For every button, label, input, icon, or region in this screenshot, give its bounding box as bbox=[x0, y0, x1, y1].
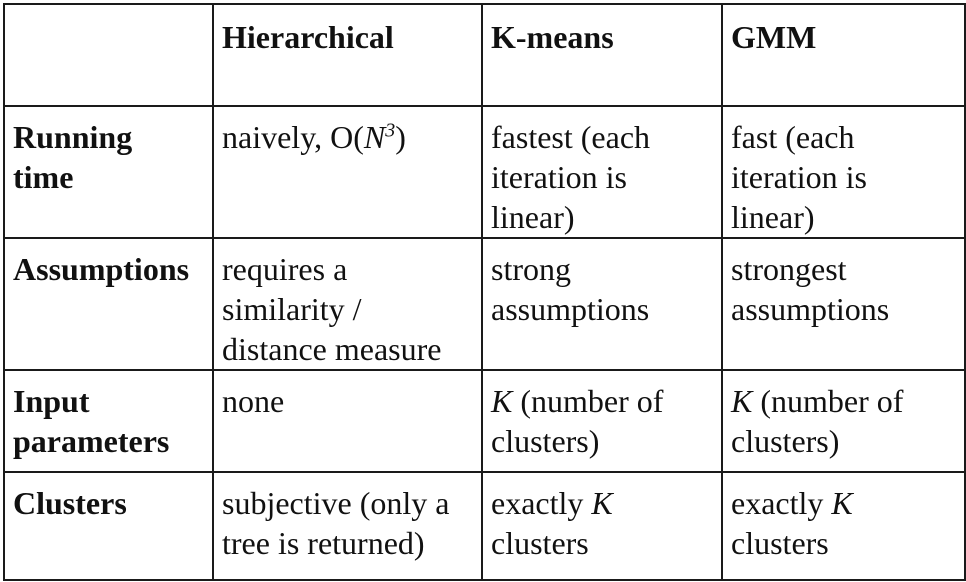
row-label-line: Clusters bbox=[13, 485, 127, 521]
header-cell-gmm: GMM bbox=[721, 3, 966, 107]
k-variable: K bbox=[491, 383, 513, 419]
table-row-clusters: Clusters subjective (only a tree is retu… bbox=[3, 471, 966, 581]
comparison-table: Hierarchical K-means GMM Running time na… bbox=[3, 3, 966, 581]
row-label-line: time bbox=[13, 159, 74, 195]
cell-line: tree is returned) bbox=[222, 525, 425, 561]
cell-line: K (number of bbox=[731, 381, 958, 421]
cell-kmeans-clusters: exactly K clusters bbox=[481, 471, 723, 581]
row-label-line: Assumptions bbox=[13, 251, 190, 287]
cell-line: clusters) bbox=[731, 423, 840, 459]
cell-line: linear) bbox=[731, 199, 815, 235]
cell-kmeans-input-parameters: K (number of clusters) bbox=[481, 369, 723, 473]
cell-line: clusters bbox=[731, 525, 829, 561]
cell-text: (number of bbox=[512, 383, 664, 419]
complexity-exponent: 3 bbox=[385, 119, 396, 142]
cell-line: assumptions bbox=[491, 291, 650, 327]
cell-hierarchical-running-time: naively, O(N3) bbox=[212, 105, 483, 239]
header-cell-empty bbox=[3, 3, 214, 107]
cell-line: similarity / bbox=[222, 291, 362, 327]
cell-line: fast (each bbox=[731, 119, 855, 155]
complexity-text: naively, O(N3) bbox=[222, 117, 475, 157]
complexity-variable: N bbox=[363, 119, 386, 155]
cell-line: fastest (each bbox=[491, 119, 651, 155]
cell-kmeans-running-time: fastest (each iteration is linear) bbox=[481, 105, 723, 239]
cell-line: subjective (only a bbox=[222, 485, 450, 521]
row-label-line: Running bbox=[13, 119, 133, 155]
complexity-suffix: ) bbox=[395, 119, 406, 155]
cell-line: requires a bbox=[222, 251, 348, 287]
cell-hierarchical-clusters: subjective (only a tree is returned) bbox=[212, 471, 483, 581]
cell-text: exactly bbox=[491, 485, 592, 521]
table-row-running-time: Running time naively, O(N3) fastest (eac… bbox=[3, 105, 966, 239]
row-label-assumptions: Assumptions bbox=[3, 237, 214, 371]
cell-line: clusters bbox=[491, 525, 589, 561]
k-variable: K bbox=[831, 485, 853, 521]
cell-hierarchical-input-parameters: none bbox=[212, 369, 483, 473]
cell-line: none bbox=[222, 383, 285, 419]
complexity-prefix: naively, O( bbox=[222, 119, 364, 155]
cell-line: strong bbox=[491, 251, 571, 287]
row-label-running-time: Running time bbox=[3, 105, 214, 239]
header-cell-hierarchical: Hierarchical bbox=[212, 3, 483, 107]
header-cell-kmeans: K-means bbox=[481, 3, 723, 107]
cell-line: iteration is bbox=[491, 159, 627, 195]
row-label-clusters: Clusters bbox=[3, 471, 214, 581]
cell-kmeans-assumptions: strong assumptions bbox=[481, 237, 723, 371]
row-label-line: Input bbox=[13, 383, 90, 419]
cell-line: linear) bbox=[491, 199, 575, 235]
cell-gmm-running-time: fast (each iteration is linear) bbox=[721, 105, 966, 239]
cell-line: exactly K bbox=[491, 483, 715, 523]
cell-line: K (number of bbox=[491, 381, 715, 421]
cell-line: clusters) bbox=[491, 423, 600, 459]
k-variable: K bbox=[731, 383, 753, 419]
table-row-input-parameters: Input parameters none K (number of clust… bbox=[3, 369, 966, 473]
cell-line: iteration is bbox=[731, 159, 867, 195]
cell-text: (number of bbox=[752, 383, 904, 419]
table-row-assumptions: Assumptions requires a similarity / dist… bbox=[3, 237, 966, 371]
cell-gmm-input-parameters: K (number of clusters) bbox=[721, 369, 966, 473]
cell-line: exactly K bbox=[731, 483, 958, 523]
cell-gmm-clusters: exactly K clusters bbox=[721, 471, 966, 581]
cell-line: assumptions bbox=[731, 291, 890, 327]
cell-hierarchical-assumptions: requires a similarity / distance measure bbox=[212, 237, 483, 371]
cell-line: distance measure bbox=[222, 331, 442, 367]
table-header-row: Hierarchical K-means GMM bbox=[3, 3, 966, 107]
cell-line: strongest bbox=[731, 251, 847, 287]
row-label-input-parameters: Input parameters bbox=[3, 369, 214, 473]
row-label-line: parameters bbox=[13, 423, 170, 459]
cell-gmm-assumptions: strongest assumptions bbox=[721, 237, 966, 371]
cell-text: exactly bbox=[731, 485, 832, 521]
k-variable: K bbox=[591, 485, 613, 521]
